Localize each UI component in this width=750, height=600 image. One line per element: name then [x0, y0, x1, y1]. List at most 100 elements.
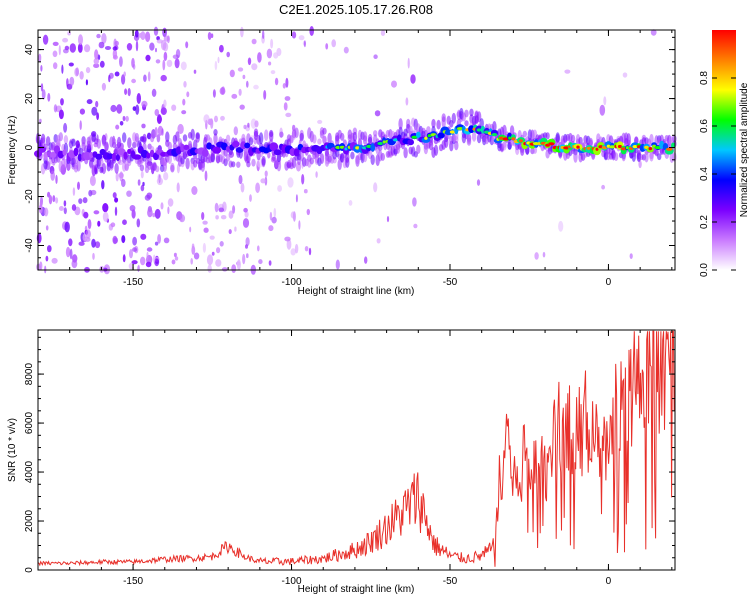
heatmap-noise-cell: [190, 258, 193, 265]
heatmap-ridge-halo: [246, 153, 251, 164]
heatmap-noise-cell: [209, 235, 215, 240]
heatmap-noise-cell: [270, 38, 274, 49]
heatmap-noise-cell: [232, 205, 236, 214]
heatmap-noise-cell: [603, 96, 607, 106]
heatmap-noise-cell: [122, 115, 126, 122]
heatmap-noise-cell: [214, 115, 218, 123]
heatmap-ridge-halo: [294, 127, 299, 139]
heatmap-noise-cell: [156, 177, 163, 186]
heatmap-ridge-cell: [127, 148, 132, 154]
heatmap-ridge-cell: [293, 148, 300, 157]
heatmap-noise-cell: [154, 241, 159, 246]
heatmap-noise-cell: [286, 238, 292, 250]
heatmap-noise-cell: [121, 178, 126, 188]
heatmap-noise-cell: [171, 259, 176, 265]
heatmap-noise-cell: [124, 88, 128, 95]
heatmap-noise-cell: [243, 207, 248, 213]
heatmap-noise-cell: [52, 50, 58, 58]
heatmap-noise-cell: [79, 71, 84, 80]
heatmap-noise-cell: [255, 182, 260, 194]
heatmap-noise-cell: [123, 71, 126, 77]
heatmap-ridge-peak: [491, 133, 498, 137]
heatmap-ridge-halo: [317, 138, 322, 145]
heatmap-noise-cell: [47, 245, 52, 253]
heatmap-noise-cell: [145, 31, 151, 43]
heatmap-ridge-halo: [104, 142, 109, 152]
heatmap-noise-cell: [172, 54, 180, 60]
heatmap-noise-cell: [203, 227, 209, 233]
heatmap-noise-cell: [137, 179, 141, 186]
heatmap-ridge-halo: [451, 112, 456, 124]
snr-panel: -150 -100 -50 0 0 2000 4000 6000 8000 Height of…: [7, 329, 676, 595]
heatmap-noise-cell: [374, 110, 381, 117]
heatmap-noise-cell: [204, 170, 208, 182]
heatmap-noise-cell: [247, 122, 250, 128]
heatmap-noise-cell: [131, 78, 137, 84]
y-tick-label: 6000: [24, 412, 35, 435]
heatmap-ridge-halo: [63, 135, 69, 144]
heatmap-noise-cell: [83, 211, 89, 219]
heatmap-noise-cell: [237, 67, 244, 72]
heatmap-ridge-halo: [555, 132, 560, 143]
heatmap-noise-cell: [217, 56, 220, 64]
heatmap-noise-cell: [284, 236, 291, 242]
heatmap-noise-cell: [238, 174, 243, 185]
heatmap-ridge-cell: [62, 149, 67, 156]
heatmap-ridge-cell: [43, 151, 48, 160]
heatmap-noise-cell: [39, 118, 42, 124]
heatmap-noise-cell: [309, 26, 315, 36]
heatmap-ridge-halo: [522, 130, 527, 138]
colorbar-ticks: 0.0 0.2 0.4 0.6 0.8: [699, 71, 736, 277]
y-tick-label: 2000: [24, 509, 35, 532]
heatmap-ridge-halo: [545, 132, 550, 140]
heatmap-ridge-cell: [95, 153, 103, 160]
heatmap-ridge-cell: [115, 154, 120, 162]
heatmap-noise-cell: [269, 211, 273, 221]
heatmap-ridge-cell: [437, 132, 445, 139]
heatmap-noise-cell: [268, 61, 272, 66]
heatmap-noise-cell: [317, 119, 323, 124]
heatmap-noise-cell: [140, 184, 145, 192]
heatmap-noise-cell: [274, 77, 279, 86]
heatmap-ridge-halo: [276, 160, 282, 172]
heatmap-noise-cell: [96, 112, 99, 120]
heatmap-ridge-halo: [299, 132, 304, 142]
heatmap-noise-cell: [147, 208, 153, 218]
heatmap-ridge-halo: [444, 136, 449, 148]
heatmap-noise-cell: [335, 259, 340, 270]
heatmap-noise-cell: [141, 100, 148, 108]
heatmap-noise-cell: [89, 175, 96, 187]
heatmap-noise-cell: [160, 74, 167, 82]
heatmap-ridge-halo: [111, 138, 117, 145]
heatmap-noise-cell: [160, 202, 164, 210]
x-tick-label: -150: [123, 277, 143, 288]
heatmap-noise-cell: [93, 58, 100, 65]
heatmap-noise-cell: [85, 229, 91, 239]
heatmap-noise-cell: [58, 45, 61, 56]
heatmap-ridge-halo: [269, 131, 274, 142]
heatmap-noise-cell: [242, 218, 250, 228]
colorbar-tick-label: 0.0: [699, 263, 710, 277]
figure-title: C2E1.2025.105.17.26.R08: [279, 2, 433, 17]
heatmap-noise-cell: [52, 41, 59, 47]
heatmap-noise-cell: [143, 74, 147, 82]
heatmap-ridge-peak: [648, 147, 653, 151]
heatmap-noise-cell: [101, 33, 107, 44]
heatmap-noise-cell: [219, 241, 224, 247]
heatmap-noise-cell: [60, 98, 64, 106]
heatmap-noise-cell: [69, 248, 73, 260]
heatmap-noise-cell: [99, 60, 105, 68]
heatmap-noise-cell: [78, 241, 85, 246]
heatmap-noise-cell: [173, 252, 177, 258]
heatmap-ridge-halo: [476, 111, 482, 123]
heatmap-ridge-halo: [251, 158, 256, 167]
heatmap-ridge-halo: [532, 146, 538, 154]
heatmap-noise-cell: [391, 80, 397, 88]
snr-series-line: [37, 330, 675, 567]
snr-border: [37, 329, 676, 571]
heatmap-noise-cell: [238, 88, 242, 96]
y-tick-label: -40: [24, 238, 35, 253]
x-tick-label: -100: [282, 277, 302, 288]
y-tick-label: -20: [24, 189, 35, 204]
heatmap-noise-cell: [267, 151, 271, 159]
